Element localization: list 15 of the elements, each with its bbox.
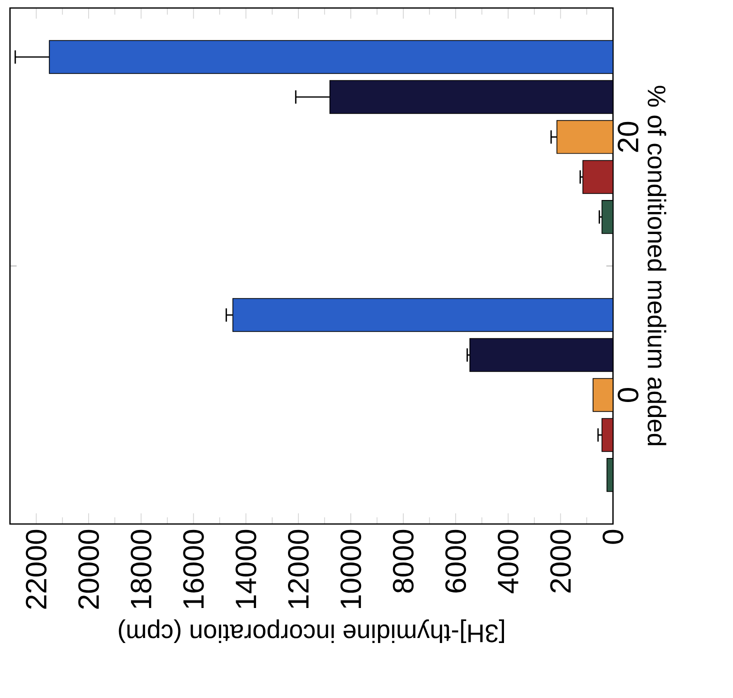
x-tick-label: 8000 <box>392 530 414 593</box>
x-tick-label: 12000 <box>288 530 309 608</box>
y-axis-title: % of conditioned medium added <box>648 86 666 446</box>
x-tick-label: 18000 <box>130 530 152 608</box>
x-tick-label: 16000 <box>183 530 204 608</box>
x-tick-label: 22000 <box>26 530 47 609</box>
y-tick-label: 20 <box>618 122 638 152</box>
x-tick-label: 6000 <box>445 530 466 592</box>
x-tick-label: 10000 <box>340 530 362 608</box>
x-tick-label: 4000 <box>498 530 519 594</box>
x-tick-label: 0 <box>602 530 624 544</box>
x-tick-label: 20000 <box>78 530 100 609</box>
x-tick-label: 14000 <box>236 530 256 608</box>
x-axis-title: [3H]-thymidine incorporation (cpm) <box>118 619 504 644</box>
x-tick-label: 2000 <box>550 530 571 592</box>
